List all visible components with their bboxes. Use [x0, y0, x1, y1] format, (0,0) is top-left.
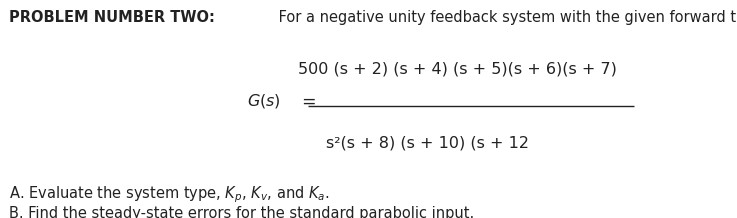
Text: s²(s + 8) (s + 10) (s + 12: s²(s + 8) (s + 10) (s + 12 [326, 135, 529, 150]
Text: 500 (s + 2) (s + 4) (s + 5)(s + 6)(s + 7): 500 (s + 2) (s + 4) (s + 5)(s + 6)(s + 7… [298, 61, 616, 76]
Text: =: = [301, 92, 315, 110]
Text: B. Find the steady-state errors for the standard parabolic input.: B. Find the steady-state errors for the … [9, 206, 474, 218]
Text: A. Evaluate the system type, $K_p$, $K_v$, and $K_a$.: A. Evaluate the system type, $K_p$, $K_v… [9, 184, 329, 205]
Text: PROBLEM NUMBER TWO:: PROBLEM NUMBER TWO: [9, 10, 214, 25]
Text: For a negative unity feedback system with the given forward transfer function,: For a negative unity feedback system wit… [274, 10, 737, 25]
Text: $G(s)$: $G(s)$ [247, 92, 281, 110]
